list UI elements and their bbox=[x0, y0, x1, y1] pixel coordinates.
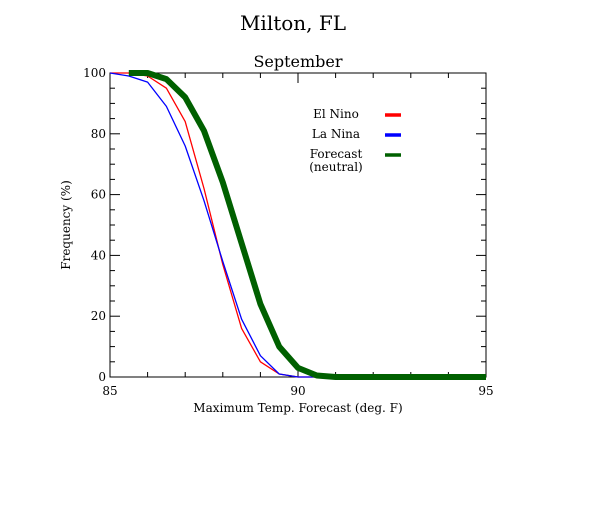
legend-la-nina-label: La Nina bbox=[312, 127, 360, 141]
chart-subtitle: September bbox=[253, 52, 342, 71]
y-tick-label: 40 bbox=[91, 248, 106, 262]
y-axis-label: Frequency (%) bbox=[59, 180, 73, 269]
y-tick-label: 80 bbox=[91, 127, 106, 141]
plot-frame bbox=[109, 72, 487, 378]
legend-forecast-label: Forecast (neutral) bbox=[309, 147, 362, 174]
x-axis-label: Maximum Temp. Forecast (deg. F) bbox=[193, 401, 402, 415]
plot-area: 85 90 95 0 20 40 60 80 100 El Nino La Nina Forecast… bbox=[83, 66, 494, 398]
chart-title: Milton, FL bbox=[240, 11, 346, 35]
series-line-la-nina bbox=[109, 72, 486, 378]
x-tick-label: 90 bbox=[290, 384, 305, 398]
y-tick-label: 100 bbox=[83, 66, 106, 80]
legend-el-nino-label: El Nino bbox=[313, 107, 359, 121]
x-tick-label: 95 bbox=[478, 384, 493, 398]
y-tick-label: 60 bbox=[91, 188, 106, 202]
series-line-el-nino bbox=[110, 72, 486, 378]
y-tick-label: 20 bbox=[91, 309, 106, 323]
series-line-forecast bbox=[128, 70, 486, 380]
y-tick-label: 0 bbox=[98, 370, 106, 384]
x-tick-label: 85 bbox=[102, 384, 117, 398]
